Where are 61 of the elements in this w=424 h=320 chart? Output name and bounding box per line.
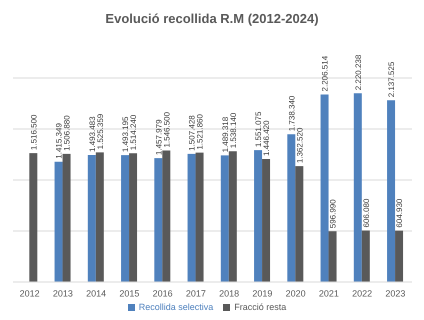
- bar: [228, 151, 237, 282]
- bar: [154, 158, 162, 282]
- chart-title: Evolució recollida R.M (2012-2024): [104, 10, 320, 28]
- bar: [162, 150, 170, 282]
- data-label: 1.493.195: [121, 116, 130, 152]
- data-label: 1.546.500: [162, 111, 172, 148]
- bar: [121, 155, 130, 282]
- data-label: 1.514.240: [129, 114, 138, 150]
- bar: [29, 153, 38, 282]
- data-label: 2.206.514: [320, 55, 330, 92]
- data-label: 1.538.140: [228, 112, 238, 148]
- bar: [220, 155, 229, 282]
- bar: [295, 166, 304, 282]
- bar: [54, 162, 63, 282]
- data-label: 1.362.520: [295, 127, 304, 164]
- data-label: 1.738.340: [287, 95, 296, 132]
- bar: [387, 100, 396, 282]
- x-tick-label: 2014: [86, 288, 106, 298]
- bar: [188, 154, 196, 282]
- data-label: 2.137.525: [387, 61, 396, 98]
- legend-label: Fracció resta: [234, 302, 286, 312]
- data-label: 596.990: [328, 198, 338, 228]
- data-label: 1.493.483: [88, 116, 97, 152]
- bar: [287, 134, 296, 282]
- data-label: 1.415.349: [54, 122, 64, 159]
- x-tick-label: 2016: [152, 288, 173, 298]
- data-label: 1.507.428: [188, 114, 197, 151]
- bar: [96, 152, 104, 282]
- data-label: 1.506.880: [62, 114, 72, 151]
- bar: [262, 159, 270, 282]
- data-label: 606.080: [362, 198, 371, 228]
- data-label: 1.551.075: [254, 111, 264, 148]
- bar: [320, 94, 329, 282]
- bar: [395, 230, 404, 282]
- x-tick-label: 2021: [318, 288, 339, 298]
- bar: [354, 93, 362, 282]
- data-label: 1.457.979: [154, 118, 164, 156]
- x-tick-label: 2022: [352, 288, 372, 298]
- x-tick-label: 2013: [52, 288, 73, 298]
- data-label: 1.525.359: [96, 113, 105, 150]
- bar: [62, 154, 71, 282]
- data-label: 1.521.860: [196, 114, 205, 150]
- x-tick-label: 2018: [219, 288, 240, 298]
- data-label: 604.930: [395, 198, 404, 228]
- x-tick-label: 2017: [186, 288, 206, 298]
- bar: [362, 230, 370, 282]
- bar: [254, 150, 262, 282]
- x-tick-label: 2023: [385, 288, 406, 298]
- bar: [88, 155, 96, 282]
- x-tick-label: 2019: [252, 288, 272, 298]
- data-label: 1.516.500: [29, 114, 38, 150]
- data-label: 1.446.420: [262, 120, 272, 156]
- x-tick-label: 2020: [286, 288, 306, 298]
- x-tick-label: 2015: [119, 288, 140, 298]
- x-tick-label: 2012: [20, 288, 40, 298]
- bar: [196, 152, 204, 282]
- bar: [129, 153, 138, 282]
- legend-label: Recollida selectiva: [138, 302, 214, 312]
- data-label: 2.220.238: [354, 54, 363, 90]
- bar: [328, 231, 337, 282]
- data-label: 1.489.318: [220, 116, 230, 152]
